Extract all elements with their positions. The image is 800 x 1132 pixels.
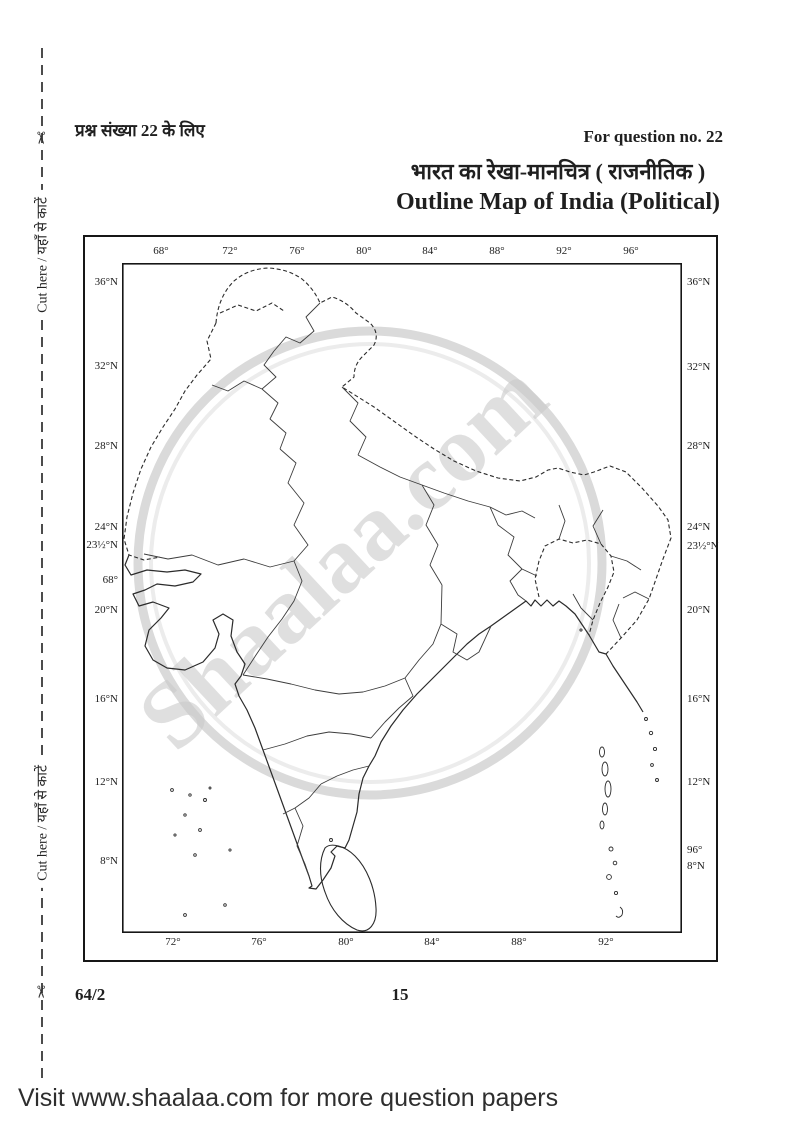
state-boundaries <box>143 302 650 877</box>
map-frame <box>122 263 682 933</box>
map-outer-border <box>83 235 718 962</box>
coastal-islands <box>579 628 659 782</box>
map-title-hindi: भारत का रेखा-मानचित्र ( राजनीतिक ) <box>410 159 706 184</box>
header-question-english: For question no. 22 <box>583 127 724 146</box>
lakshadweep-islands <box>170 786 232 917</box>
scissors-icon: ✂ <box>31 984 51 1000</box>
watermark: Shaalaa.com <box>122 326 607 800</box>
footer-shaalaa-link[interactable]: Visit www.shaalaa.com for more question … <box>18 1084 559 1112</box>
cut-line-dashed <box>41 48 43 1080</box>
page-number: 15 <box>391 985 409 1004</box>
header-question-hindi: प्रश्न संख्या 22 के लिए <box>75 121 205 140</box>
map-title-block: भारत का रेखा-मानचित्र ( राजनीतिक ) Outli… <box>348 158 768 217</box>
cut-here-label: Cut here / यहाँ से काटें <box>29 190 55 320</box>
watermark-circle <box>133 326 607 800</box>
andaman-nicobar-islands <box>599 746 624 918</box>
scissors-icon: ✂ <box>31 130 51 146</box>
island-dot <box>329 838 333 842</box>
international-border <box>123 267 672 655</box>
watermark-inner-ring <box>149 342 591 784</box>
cut-here-label: Cut here / यहाँ से काटें <box>29 758 55 888</box>
paper-code: 64/2 <box>75 985 106 1004</box>
map-title-english: Outline Map of India (Political) <box>396 188 720 215</box>
sri-lanka-outline <box>319 844 377 932</box>
india-map-svg: Shaalaa.com <box>122 263 682 933</box>
india-outline <box>124 554 644 890</box>
